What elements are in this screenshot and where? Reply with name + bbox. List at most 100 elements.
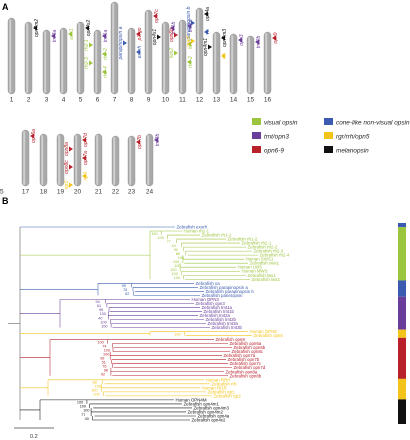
- bootstrap-value: 100: [91, 389, 97, 393]
- gene-marker: opn6a: [30, 129, 37, 143]
- gene-label: sws1: [69, 28, 75, 40]
- gene-label: rh2-3: [84, 57, 90, 69]
- legend-swatch: [252, 118, 261, 125]
- chromosome-bar: [76, 21, 85, 95]
- gene-arrow-icon: [272, 35, 276, 41]
- chromosome-number: 25: [0, 189, 4, 196]
- gene-label: rrh: [222, 53, 228, 59]
- gene-label: tmt2a: [188, 20, 194, 33]
- tree-leaf-label: Human MWS: [242, 269, 268, 274]
- bootstrap-value: 96: [99, 308, 103, 312]
- gene-marker: opn4a: [204, 7, 211, 21]
- chromosome-bar: [145, 133, 154, 187]
- chromosome-highlight: [112, 3, 115, 93]
- gene-arrow-icon: [191, 38, 195, 44]
- tree-leaf-label: Zebrafish rh2-3: [254, 249, 284, 254]
- chromosome-number: 21: [95, 189, 103, 196]
- chromosome-17: 17: [21, 129, 29, 196]
- gene-arrow-icon: [69, 164, 73, 170]
- gene-marker: rrh: [221, 53, 228, 59]
- color-bar-segment: [398, 337, 406, 379]
- chromosome-bar: [195, 7, 204, 95]
- bootstrap-value: 100: [101, 324, 107, 328]
- gene-marker: opn9: [272, 32, 279, 44]
- chromosome-9: 9: [144, 9, 153, 104]
- chromosome-highlight: [231, 35, 234, 93]
- chromosome-number: 15: [247, 97, 255, 104]
- gene-arrow-icon: [89, 60, 93, 66]
- bootstrap-value: 40: [85, 417, 89, 421]
- gene-arrow-icon: [82, 155, 86, 161]
- chromosome-8: 8: [127, 27, 136, 104]
- bootstrap-value: 40: [98, 316, 102, 320]
- gene-label: opn5: [186, 35, 192, 46]
- gene-label: opn4m1: [203, 38, 209, 56]
- chromosome-highlight: [75, 135, 78, 185]
- chromosome-18: 18: [39, 133, 48, 196]
- legend-item-opn69: opn6-9: [252, 146, 284, 154]
- gene-label: rh2-4: [103, 66, 109, 78]
- gene-arrow-icon: [204, 29, 208, 35]
- chromosome-number: 19: [57, 189, 65, 196]
- bootstrap-value: 100: [151, 232, 157, 236]
- chromosome-bar: [24, 21, 33, 95]
- gene-marker: sws1: [68, 28, 75, 40]
- tree-leaf-label: Human OPN5: [250, 329, 278, 334]
- gene-marker: opn7d: [82, 133, 89, 147]
- tree-leaf-label: Zebrafish opn7c: [230, 361, 262, 366]
- color-bar-segment: [398, 280, 406, 297]
- chromosome-highlight: [180, 21, 183, 93]
- color-bar-segment: [398, 399, 406, 424]
- panel-label-a: A: [2, 2, 9, 12]
- tree-leaf-label: Human LWS: [238, 265, 263, 270]
- gene-marker: rh2-2: [102, 48, 109, 60]
- tree-leaf-label: Human SWS1: [246, 257, 274, 262]
- gene-label: opn7c: [154, 9, 160, 23]
- chromosome-number: 9: [147, 97, 151, 104]
- gene-arrow-icon: [33, 25, 37, 31]
- gene-arrow-icon: [187, 23, 191, 29]
- tree-leaf-label: Zebrafish lws2: [252, 277, 281, 282]
- tree-leaf-label: Zebrafish opn7a: [224, 353, 256, 358]
- tree-leaf-label: Zebrafish rh2-2: [248, 245, 278, 250]
- tree-leaf-label: Zebrafish opn8c: [232, 349, 264, 354]
- gene-marker: rh2-1: [84, 39, 93, 51]
- gene-label: opn9: [273, 32, 279, 43]
- gene-arrow-icon: [102, 33, 106, 39]
- chromosome-number: 18: [40, 189, 48, 196]
- chromosome-number: 4: [62, 97, 66, 104]
- legend-label: opn6-9: [264, 147, 284, 154]
- tree-leaf-label: Zebrafish va: [196, 281, 221, 286]
- chromosome-12: 12: [195, 7, 204, 104]
- legend-label: cone-like non-visual opsin: [336, 119, 410, 126]
- gene-marker: lws1: [187, 39, 194, 49]
- gene-marker: opn4x2: [85, 20, 92, 36]
- chromosome-number: 16: [264, 97, 272, 104]
- chromosome-1: 1: [7, 17, 16, 104]
- chromosome-3: 3: [42, 29, 51, 104]
- chromosome-bar: [263, 31, 272, 95]
- gene-marker: opn8c: [64, 160, 73, 174]
- legend-swatch: [252, 132, 261, 139]
- gene-label: tmt1a: [103, 30, 109, 43]
- tree-leaf-label: Zebrafish opn4x2: [192, 418, 226, 423]
- tree-leaf-label: Human RRH: [206, 377, 231, 382]
- chromosome-11: 11: [178, 19, 186, 104]
- gene-arrow-icon: [136, 49, 140, 55]
- chromosome-number: 11: [179, 97, 186, 104]
- gene-label: exorh: [137, 46, 143, 59]
- gene-arrow-icon: [174, 50, 178, 56]
- chromosome-bar: [111, 135, 120, 187]
- chromosome-number: 14: [230, 97, 238, 104]
- gene-arrow-icon: [68, 31, 72, 37]
- gene-arrow-icon: [238, 37, 242, 43]
- gene-marker: tmt2a: [187, 20, 194, 33]
- gene-arrow-icon: [82, 137, 86, 143]
- gene-marker: opn7b: [136, 135, 143, 149]
- gene-marker: tmt1b: [170, 22, 177, 34]
- chromosome-number: 8: [130, 97, 134, 104]
- color-bar-segment: [398, 227, 406, 281]
- chromosome-19: 19: [56, 133, 65, 196]
- tree-leaf-label: Zebrafish sws1: [250, 261, 280, 266]
- legend: visual opsin cone-like non-visual opsin tm…: [252, 118, 410, 154]
